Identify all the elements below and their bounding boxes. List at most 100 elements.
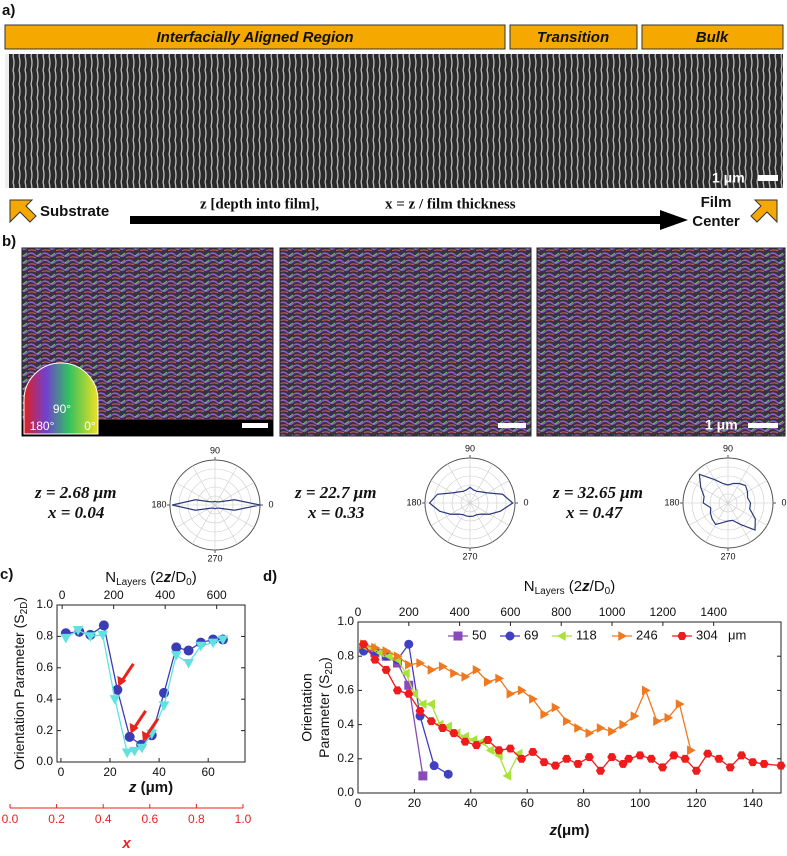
polar-spoke	[430, 480, 510, 526]
y-axis-label-part: 2D	[324, 662, 335, 675]
axis-text: z [depth into film],	[200, 196, 319, 212]
top-axis-label-part: (2	[565, 578, 583, 595]
marker	[183, 645, 194, 656]
marker	[551, 702, 561, 713]
pointer-arrow	[120, 662, 135, 683]
region-banner	[4, 24, 506, 50]
x-tick-label: 20	[103, 765, 117, 779]
marker	[573, 759, 583, 768]
marker	[550, 761, 560, 770]
marker	[506, 688, 516, 699]
y-tick-label: 0.6	[337, 683, 354, 697]
scale-bar	[748, 423, 778, 428]
micrograph	[536, 247, 786, 437]
y-tick-label: 0.0	[337, 785, 354, 799]
x3-tick-label: 1.0	[235, 812, 252, 826]
marker	[703, 749, 713, 758]
marker	[635, 751, 645, 760]
x-axis-label: z (μm)	[128, 779, 173, 796]
x2-tick-label: 1000	[599, 605, 626, 619]
x3-tick-label: 0.8	[188, 812, 205, 826]
panel-label: d)	[263, 568, 277, 585]
marker	[183, 658, 194, 669]
x-tick-label: 20	[408, 796, 422, 810]
marker	[382, 646, 392, 656]
marker	[630, 711, 640, 721]
marker	[392, 686, 403, 695]
x2-tick-label: 200	[104, 588, 124, 602]
marker	[136, 743, 148, 754]
marker	[381, 665, 391, 674]
x-axis-label: z(μm)	[548, 822, 589, 839]
marker	[443, 721, 452, 732]
y-tick-label: 0.4	[36, 691, 53, 705]
axis-end-label: Center	[692, 213, 740, 230]
y-tick-label: 0.6	[36, 660, 53, 674]
marker	[562, 716, 572, 727]
marker	[657, 763, 668, 772]
color-wheel-label: 90°	[53, 402, 71, 416]
x-tick-label: 40	[464, 796, 478, 810]
x2-tick-label: 800	[551, 605, 571, 619]
marker	[404, 639, 414, 649]
substrate-edge	[5, 54, 9, 188]
x3-axis-label: x	[121, 835, 131, 852]
marker	[438, 724, 448, 732]
top-axis-label: NLayers (2z/D0)	[105, 569, 196, 588]
top-axis-label-part: z	[163, 569, 172, 586]
x2-tick-label: 600	[500, 605, 520, 619]
marker	[641, 685, 651, 696]
marker	[460, 737, 470, 746]
marker	[653, 716, 662, 727]
color-wheel-label: 180°	[30, 419, 55, 433]
x2-tick-label: 0	[59, 588, 66, 602]
marker	[776, 761, 786, 770]
theta-tick-label: 0	[268, 499, 273, 509]
panel-label: c)	[0, 566, 13, 583]
marker	[158, 701, 170, 712]
marker	[562, 754, 572, 763]
x-axis-label-part: z	[128, 779, 137, 796]
orientation-distribution	[172, 499, 261, 511]
marker	[359, 640, 369, 649]
marker	[485, 745, 495, 756]
marker	[624, 754, 634, 763]
region-label: Bulk	[696, 29, 729, 46]
legend-unit: μm	[728, 627, 746, 642]
micrograph	[279, 247, 532, 437]
marker	[517, 685, 527, 696]
y-axis-label: Parameter (S2D)	[316, 657, 335, 758]
marker	[383, 651, 393, 662]
x2-tick-label: 400	[155, 588, 175, 602]
x-tick-label: 40	[152, 765, 166, 779]
x3-tick-label: 0.2	[48, 812, 65, 826]
marker	[97, 630, 108, 641]
axis-end-label: Substrate	[40, 203, 109, 220]
top-axis-label-part: N	[524, 578, 535, 595]
top-axis-label-part: 0	[186, 577, 192, 588]
region-banner	[509, 24, 638, 50]
y-axis-label: Orientation	[299, 673, 315, 741]
theta-tick-label: 180	[151, 499, 166, 509]
marker	[472, 665, 482, 675]
top-axis-label-part: 0	[605, 586, 611, 597]
orientation-distribution	[698, 473, 756, 531]
scale-bar	[498, 423, 526, 428]
marker	[450, 668, 459, 679]
legend-label: 246	[636, 627, 658, 642]
top-axis-label-part: Layers	[116, 577, 146, 588]
x-tick-label: 60	[202, 765, 216, 779]
marker	[426, 717, 436, 726]
marker	[72, 626, 84, 636]
y-axis-label-part: )	[11, 597, 27, 602]
marker	[217, 635, 229, 646]
marker	[461, 671, 471, 682]
theta-tick-label: 180	[664, 497, 679, 507]
y-tick-label: 1.0	[36, 597, 53, 611]
marker	[759, 759, 769, 768]
marker	[405, 659, 414, 670]
top-axis-label-part: /D	[590, 578, 605, 595]
y-axis-label-part: Parameter (S	[316, 675, 332, 758]
depth-annotation: z = 2.68 μm	[34, 483, 116, 502]
depth-annotation: x = 0.47	[565, 503, 624, 522]
